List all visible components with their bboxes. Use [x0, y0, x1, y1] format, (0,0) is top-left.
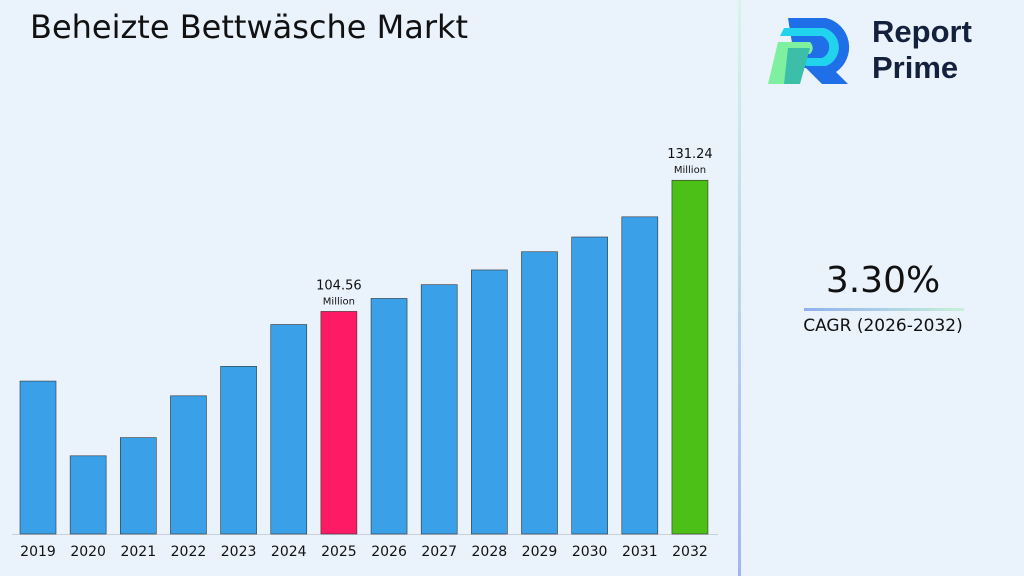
brand-line2: Prime: [872, 50, 959, 85]
data-label-value: 131.24: [667, 147, 713, 162]
x-tick-label: 2028: [472, 544, 508, 560]
bar-2026: [370, 298, 408, 535]
bar-2032: [671, 179, 709, 535]
bar-2021: [120, 437, 157, 535]
bar-2031: [621, 216, 659, 535]
x-tick-label: 2030: [572, 544, 608, 560]
x-tick-label: 2021: [120, 544, 156, 560]
x-tick-label: 2031: [622, 544, 658, 560]
bar-2030: [571, 236, 608, 535]
x-tick-label: 2026: [371, 544, 407, 560]
data-label-unit: Million: [323, 296, 355, 307]
brand-line1: Report: [872, 14, 972, 49]
bar-2022: [170, 395, 207, 535]
data-label-unit: Million: [674, 165, 706, 176]
bar-2025: [320, 311, 358, 535]
x-tick-label: 2032: [672, 544, 708, 560]
bar-2028: [471, 269, 508, 535]
chart-title: Beheizte Bettwäsche Markt: [30, 8, 469, 46]
bar-2024: [270, 324, 308, 535]
cagr-label: CAGR (2026-2032): [803, 316, 963, 336]
x-tick-label: 2019: [20, 544, 56, 560]
cagr-underline: [804, 308, 964, 311]
x-tick-label: 2020: [70, 544, 106, 560]
bar-2020: [69, 455, 107, 535]
bar-2023: [220, 366, 257, 535]
divider: [738, 0, 741, 576]
bar-2027: [420, 284, 458, 535]
data-label-value: 104.56: [316, 278, 362, 293]
bar-2029: [521, 251, 558, 535]
bar-chart: 2019 2020 2021 2022 2023 2024 2025 104.56 Millio…: [12, 147, 718, 560]
report-prime-logo: [768, 18, 850, 84]
cagr-value: 3.30%: [825, 260, 941, 301]
x-tick-label: 2027: [421, 544, 457, 560]
x-tick-label: 2022: [171, 544, 207, 560]
x-tick-label: 2029: [522, 544, 558, 560]
brand-name: Report Prime: [872, 14, 972, 86]
bar-2019: [19, 380, 57, 535]
x-tick-label: 2024: [271, 544, 307, 560]
x-tick-label: 2023: [221, 544, 257, 560]
x-tick-label: 2025: [321, 544, 357, 560]
